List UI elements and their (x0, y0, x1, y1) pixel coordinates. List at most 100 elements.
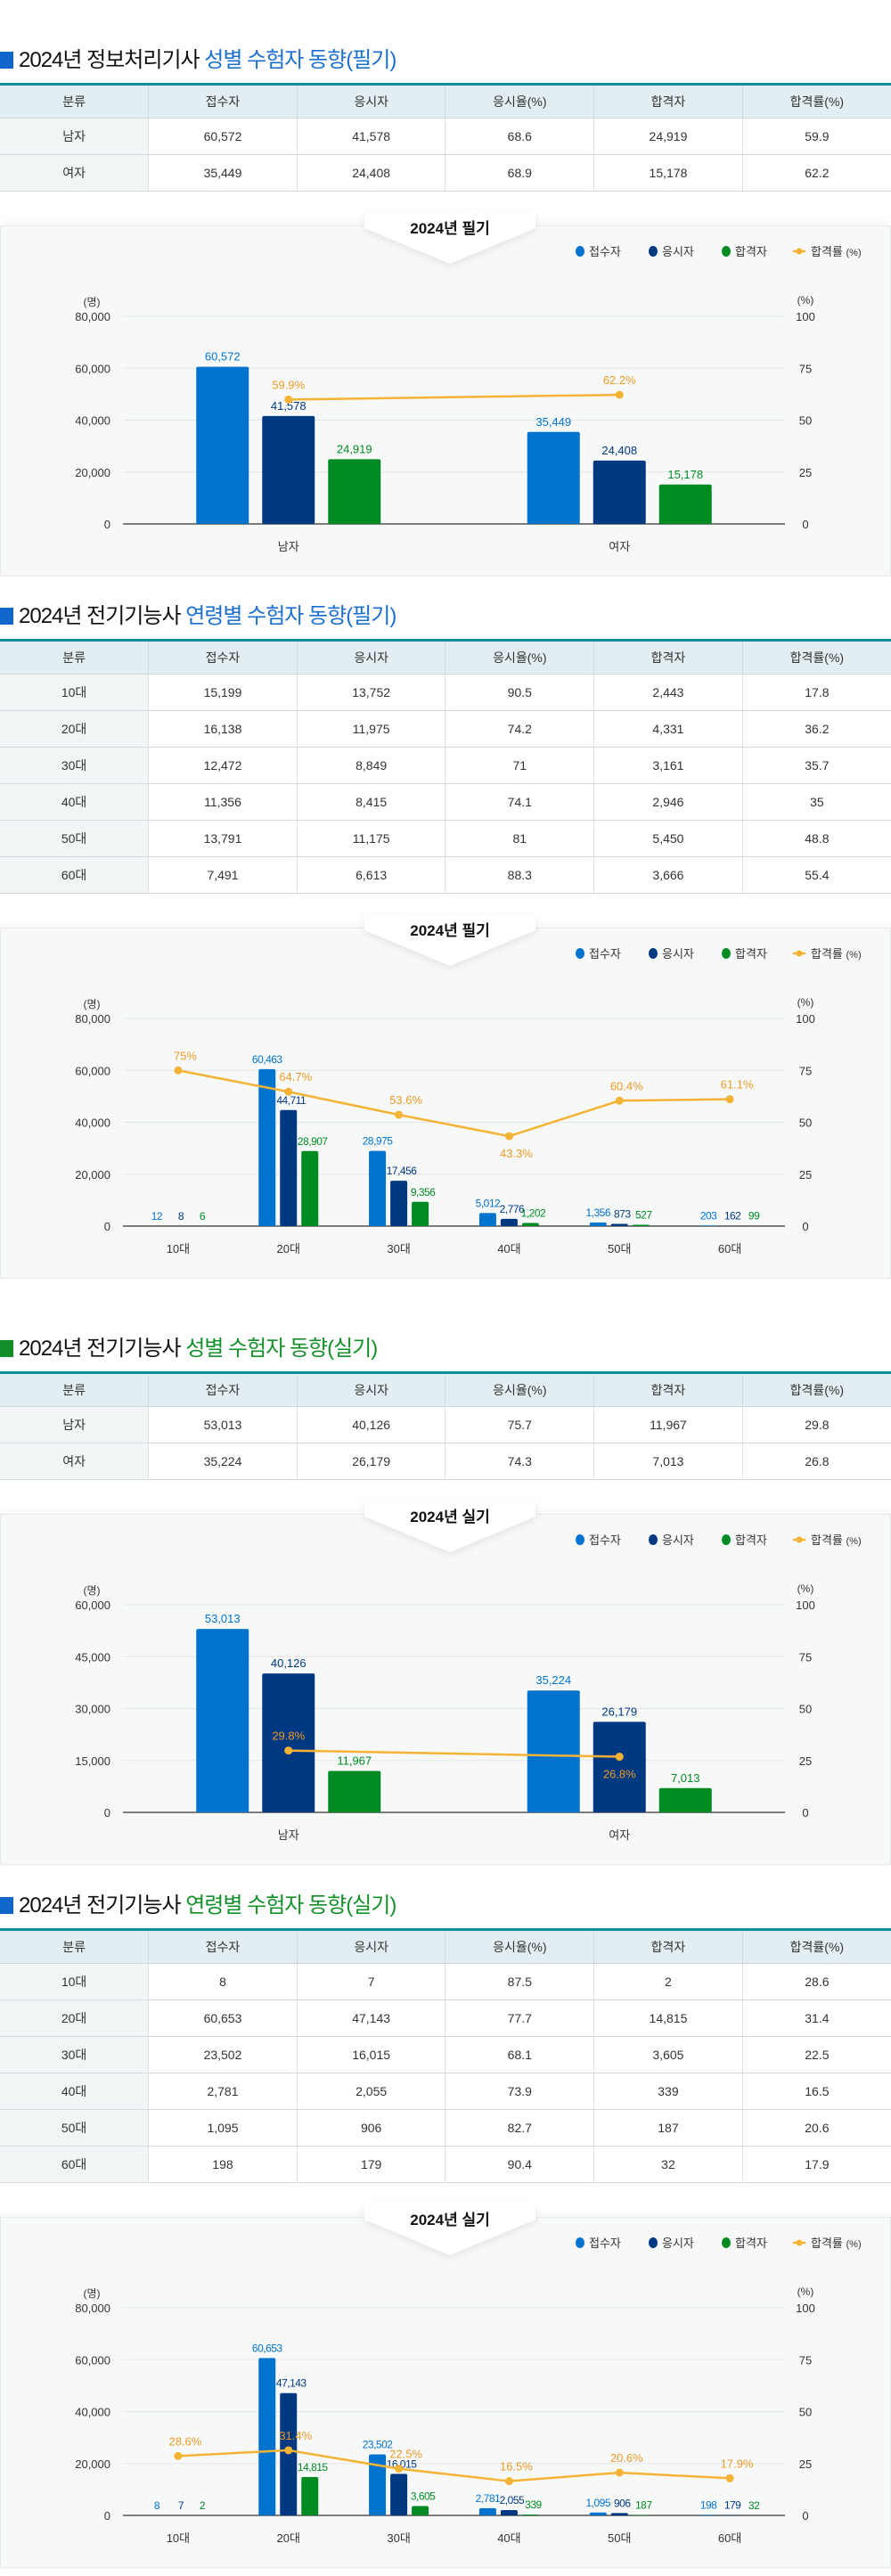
table-cell: 32 (593, 2146, 743, 2183)
table-cell: 2,055 (296, 2073, 446, 2110)
pass-rate-line (288, 393, 620, 401)
title-highlight: 성별 수험자 동향(실기) (185, 1337, 378, 1361)
stats-table: 분류 접수자 응시자 응시율(%) 합격자 합격률(%) 10대 15,199 13,752 90… (0, 639, 891, 894)
pass-rate-point (504, 2477, 513, 2486)
y2-tick-label: 25 (799, 1168, 812, 1182)
row-label: 50대 (0, 820, 149, 857)
y2-tick-label: 0 (802, 1220, 808, 1233)
table-cell: 16,015 (296, 2036, 446, 2073)
table-cell: 47,143 (296, 1999, 446, 2037)
section-title: 2024년 전기기능사 연령별 수험자 동향(필기) (0, 594, 891, 639)
y2-tick-label: 50 (799, 1116, 812, 1130)
legend-line-icon (796, 248, 803, 255)
table-cell: 35 (741, 783, 891, 821)
table-row: 50대 13,791 11,175 81 5,450 48.8 (0, 820, 891, 857)
bar (658, 1787, 712, 1812)
legend-label: 접수자 (589, 245, 621, 258)
column-header: 합격자 (593, 1929, 743, 1964)
pass-rate-point (284, 2446, 293, 2455)
pass-rate-label: 16.5% (500, 2460, 533, 2474)
bar-value-label: 527 (635, 1208, 652, 1221)
pass-rate-point (284, 395, 293, 404)
bar-value-label: 9,356 (411, 1186, 436, 1198)
y2-axis-unit: (%) (797, 294, 814, 307)
x-tick-label: 40대 (497, 2531, 520, 2545)
legend-dot-icon (649, 246, 658, 257)
y-tick-label: 15,000 (75, 1754, 110, 1768)
bar-value-label: 179 (724, 2498, 741, 2511)
pass-rate-point (395, 2465, 404, 2474)
y-tick-label: 45,000 (75, 1650, 110, 1664)
table-cell: 2,781 (148, 2073, 298, 2110)
table-cell: 23,502 (148, 2036, 298, 2073)
table-cell: 11,967 (593, 1406, 743, 1443)
y-axis-unit: (명) (83, 296, 100, 308)
table-cell: 12,472 (148, 747, 298, 784)
x-tick-label: 10대 (167, 2531, 190, 2545)
y-tick-label: 20,000 (75, 466, 110, 479)
bar (589, 2512, 607, 2515)
chart-title-tab (364, 212, 535, 264)
y-tick-label: 40,000 (75, 2406, 110, 2419)
pass-rate-point (725, 2474, 734, 2482)
legend-label: 응시자 (662, 2237, 694, 2250)
column-header: 응시율(%) (445, 640, 594, 675)
y-tick-label: 0 (104, 518, 110, 531)
legend-label: 접수자 (589, 1533, 621, 1547)
bar-value-label: 41,578 (271, 399, 307, 413)
table-cell: 13,752 (296, 674, 446, 711)
bar-value-label: 60,572 (205, 350, 241, 364)
table-cell: 3,161 (593, 747, 743, 784)
pass-rate-point (284, 1087, 293, 1096)
x-tick-label: 여자 (609, 540, 630, 553)
pass-rate-point (615, 1753, 624, 1762)
row-label: 10대 (0, 1963, 149, 2000)
bar (658, 484, 712, 524)
bar-value-label: 7,013 (671, 1771, 700, 1785)
y2-tick-label: 75 (799, 1650, 812, 1664)
table-header-row: 분류 접수자 응시자 응시율(%) 합격자 합격률(%) (0, 640, 891, 675)
y2-tick-label: 0 (802, 1806, 808, 1820)
legend-line-icon (796, 1536, 803, 1543)
bar-value-label: 32 (748, 2499, 760, 2512)
table-cell: 62.2 (741, 154, 891, 192)
table-cell: 75.7 (445, 1406, 594, 1443)
bar-value-label: 23,502 (363, 2439, 394, 2451)
table-cell: 2,946 (593, 783, 743, 821)
table-cell: 15,199 (148, 674, 298, 711)
legend-label: 합격자 (735, 2237, 767, 2250)
legend-label: 합격률 (%) (811, 2237, 862, 2250)
column-header: 응시율(%) (445, 1372, 594, 1407)
column-header: 분류 (0, 1372, 149, 1407)
row-label: 30대 (0, 747, 149, 784)
table-cell: 35,449 (148, 154, 298, 192)
legend-label: 합격률 (%) (811, 947, 862, 961)
chart-title-tab (364, 914, 535, 966)
section-title: 2024년 정보처리기사 성별 수험자 동향(필기) (0, 38, 891, 83)
x-tick-label: 30대 (387, 1242, 410, 1255)
y-tick-label: 40,000 (75, 1116, 110, 1130)
table-row: 남자 60,572 41,578 68.6 24,919 59.9 (0, 118, 891, 155)
title-prefix: 2024년 전기기능사 (19, 604, 186, 628)
y2-tick-label: 75 (799, 1064, 812, 1077)
bar (527, 1690, 580, 1812)
chart-title: 2024년 실기 (410, 2212, 489, 2228)
square-bullet-icon (0, 1340, 13, 1357)
table-cell: 90.4 (445, 2146, 594, 2183)
bar-value-label: 873 (614, 1207, 631, 1220)
bar-value-label: 198 (700, 2498, 717, 2511)
x-tick-label: 남자 (278, 1828, 299, 1842)
bar (521, 1223, 539, 1226)
bar-value-label: 2,776 (500, 1203, 525, 1215)
y-tick-label: 0 (104, 1806, 110, 1820)
stats-table: 분류 접수자 응시자 응시율(%) 합격자 합격률(%) 남자 53,013 40,126 75.… (0, 1371, 891, 1480)
bar (500, 2510, 518, 2515)
column-header: 응시율(%) (445, 1929, 594, 1964)
table-cell: 36.2 (741, 710, 891, 748)
bar-value-label: 14,815 (298, 2461, 329, 2474)
pass-rate-label: 60.4% (610, 1079, 643, 1092)
table-cell: 81 (445, 820, 594, 857)
table-cell: 3,605 (593, 2036, 743, 2073)
